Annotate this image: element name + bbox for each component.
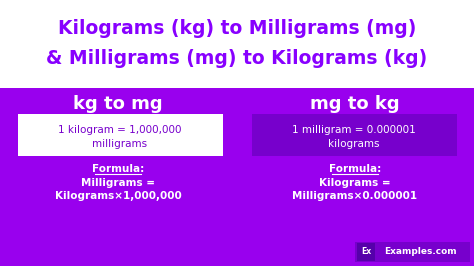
Text: mg to kg: mg to kg xyxy=(310,95,400,113)
Text: Examples.com: Examples.com xyxy=(383,247,456,256)
Text: kg to mg: kg to mg xyxy=(73,95,163,113)
FancyBboxPatch shape xyxy=(0,88,474,266)
FancyBboxPatch shape xyxy=(355,242,470,262)
Text: Formula:: Formula: xyxy=(92,164,144,174)
FancyBboxPatch shape xyxy=(0,0,474,88)
FancyBboxPatch shape xyxy=(357,243,375,261)
Text: Formula:: Formula: xyxy=(329,164,381,174)
Text: milligrams: milligrams xyxy=(92,139,147,149)
Text: 1 milligram = 0.000001: 1 milligram = 0.000001 xyxy=(292,125,416,135)
Text: Kilograms (kg) to Milligrams (mg): Kilograms (kg) to Milligrams (mg) xyxy=(58,19,416,38)
Text: 1 kilogram = 1,000,000: 1 kilogram = 1,000,000 xyxy=(58,125,182,135)
Text: Ex: Ex xyxy=(361,247,371,256)
FancyBboxPatch shape xyxy=(18,114,223,156)
Text: Milligrams =: Milligrams = xyxy=(81,178,155,188)
FancyBboxPatch shape xyxy=(252,114,457,156)
Text: Kilograms×1,000,000: Kilograms×1,000,000 xyxy=(55,191,182,201)
Text: Milligrams×0.000001: Milligrams×0.000001 xyxy=(292,191,418,201)
Text: & Milligrams (mg) to Kilograms (kg): & Milligrams (mg) to Kilograms (kg) xyxy=(46,48,428,68)
Text: Kilograms =: Kilograms = xyxy=(319,178,391,188)
Text: kilograms: kilograms xyxy=(328,139,380,149)
